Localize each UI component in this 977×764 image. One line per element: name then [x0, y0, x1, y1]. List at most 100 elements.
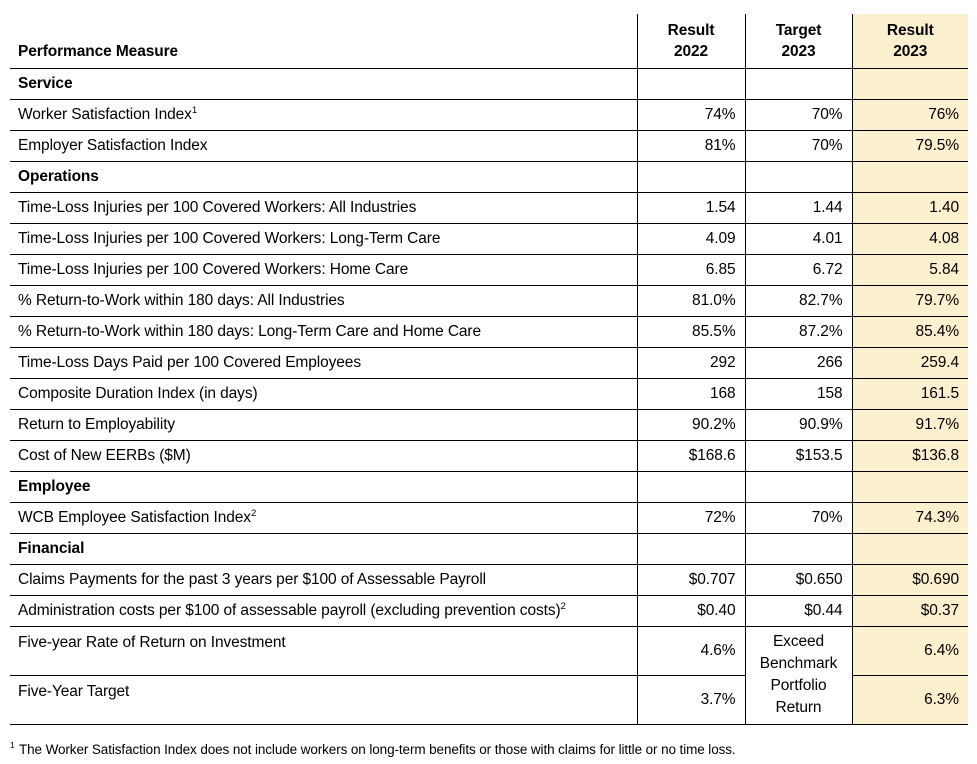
- empty-cell: [851, 161, 968, 193]
- result-2022-value: 6.85: [636, 254, 745, 286]
- table-row-return-to-employability: Return to Employability 90.2% 90.9% 91.7…: [10, 409, 968, 441]
- empty-cell: [636, 161, 745, 193]
- result-2023-value: $0.37: [851, 595, 968, 627]
- section-label: Financial: [10, 533, 637, 565]
- table-row-five-year-target: Five-Year Target 3.7% 6.3%: [10, 675, 968, 725]
- result-2022-value: $0.40: [636, 595, 745, 627]
- target-2023-value: 70%: [744, 99, 852, 131]
- measure-label: Worker Satisfaction Index1: [10, 99, 637, 131]
- footnote-1-text: The Worker Satisfaction Index does not i…: [18, 741, 736, 757]
- measure-label: Cost of New EERBs ($M): [10, 440, 637, 472]
- table-row-time-loss-days-paid: Time-Loss Days Paid per 100 Covered Empl…: [10, 347, 968, 379]
- result-2023-value: 161.5: [851, 378, 968, 410]
- result-2022-value: 72%: [636, 502, 745, 534]
- target-2023-value: 82.7%: [744, 285, 852, 317]
- footnote-marker: 2: [560, 600, 566, 612]
- target-2023-value: 158: [744, 378, 852, 410]
- result-2022-value: 90.2%: [636, 409, 745, 441]
- section-label: Service: [10, 68, 637, 100]
- column-header-result-2023: Result 2023: [851, 14, 968, 69]
- measure-label: Time-Loss Injuries per 100 Covered Worke…: [10, 192, 637, 224]
- target-2023-value: 70%: [744, 502, 852, 534]
- table-row-time-loss-injuries-all-industries: Time-Loss Injuries per 100 Covered Worke…: [10, 192, 968, 224]
- footnote-1-marker: 1: [10, 740, 15, 750]
- target-2023-value: 70%: [744, 130, 852, 162]
- measure-label: Five-Year Target: [10, 675, 637, 725]
- header-line-2: 2023: [893, 42, 928, 60]
- target-2023-value: 266: [744, 347, 852, 379]
- empty-cell: [851, 533, 968, 565]
- empty-cell: [744, 161, 852, 193]
- result-2023-value: 1.40: [851, 192, 968, 224]
- measure-label-text: Worker Satisfaction Index: [18, 105, 192, 123]
- target-2023-value: 6.72: [744, 254, 852, 286]
- section-row-service: Service: [10, 68, 968, 100]
- result-2022-value: $0.707: [636, 564, 745, 596]
- empty-cell: [744, 471, 852, 503]
- measure-label: % Return-to-Work within 180 days: Long-T…: [10, 316, 637, 348]
- table-row-return-to-work-all-industries: % Return-to-Work within 180 days: All In…: [10, 285, 968, 317]
- empty-cell: [851, 68, 968, 100]
- footnote-1: 1 The Worker Satisfaction Index does not…: [10, 741, 977, 759]
- target-2023-value: 87.2%: [744, 316, 852, 348]
- table-row-wcb-employee-satisfaction-index: WCB Employee Satisfaction Index2 72% 70%…: [10, 502, 968, 534]
- result-2022-value: 74%: [636, 99, 745, 131]
- empty-cell: [636, 68, 745, 100]
- column-header-result-2022: Result 2022: [636, 14, 745, 69]
- measure-label: Employer Satisfaction Index: [10, 130, 637, 162]
- measure-label-text: WCB Employee Satisfaction Index: [18, 508, 251, 526]
- target-2023-value: $0.650: [744, 564, 852, 596]
- result-2022-value: 4.6%: [636, 626, 745, 676]
- target-2023-value: $0.44: [744, 595, 852, 627]
- header-line-1: Result: [886, 21, 934, 39]
- section-row-financial: Financial: [10, 533, 968, 565]
- table-header-row: Performance Measure Result 2022 Target 2…: [10, 14, 968, 69]
- target-2023-value: 4.01: [744, 223, 852, 255]
- measure-label: Time-Loss Injuries per 100 Covered Worke…: [10, 223, 637, 255]
- result-2023-value: 91.7%: [851, 409, 968, 441]
- performance-measure-table: Performance Measure Result 2022 Target 2…: [10, 14, 968, 725]
- measure-label: Claims Payments for the past 3 years per…: [10, 564, 637, 596]
- table-row-administration-costs: Administration costs per $100 of assessa…: [10, 595, 968, 627]
- measure-label: % Return-to-Work within 180 days: All In…: [10, 285, 637, 317]
- result-2023-value: 74.3%: [851, 502, 968, 534]
- result-2022-value: $168.6: [636, 440, 745, 472]
- result-2022-value: 81.0%: [636, 285, 745, 317]
- table-row-claims-payments: Claims Payments for the past 3 years per…: [10, 564, 968, 596]
- result-2022-value: 1.54: [636, 192, 745, 224]
- result-2023-value: $136.8: [851, 440, 968, 472]
- result-2023-value: 6.4%: [851, 626, 968, 676]
- result-2023-value: 5.84: [851, 254, 968, 286]
- measure-label: Time-Loss Injuries per 100 Covered Worke…: [10, 254, 637, 286]
- measure-label-text: Administration costs per $100 of assessa…: [18, 601, 561, 619]
- empty-cell: [851, 471, 968, 503]
- result-2022-value: 4.09: [636, 223, 745, 255]
- result-2022-value: 292: [636, 347, 745, 379]
- table-row-employer-satisfaction-index: Employer Satisfaction Index 81% 70% 79.5…: [10, 130, 968, 162]
- result-2023-value: 6.3%: [851, 675, 968, 725]
- section-label: Employee: [10, 471, 637, 503]
- result-2023-value: 259.4: [851, 347, 968, 379]
- result-2023-value: 79.5%: [851, 130, 968, 162]
- empty-cell: [636, 471, 745, 503]
- empty-cell: [744, 533, 852, 565]
- footnote-marker: 2: [250, 507, 257, 519]
- measure-label: Five-year Rate of Return on Investment: [10, 626, 637, 676]
- column-header-performance-measure: Performance Measure: [10, 14, 637, 69]
- result-2023-value: $0.690: [851, 564, 968, 596]
- result-2023-value: 85.4%: [851, 316, 968, 348]
- table-row-time-loss-injuries-home-care: Time-Loss Injuries per 100 Covered Worke…: [10, 254, 968, 286]
- header-line-2: 2022: [673, 42, 709, 60]
- result-2022-value: 3.7%: [636, 675, 745, 725]
- result-2023-value: 79.7%: [851, 285, 968, 317]
- table-row-worker-satisfaction-index: Worker Satisfaction Index1 74% 70% 76%: [10, 99, 968, 131]
- table-row-five-year-rate-of-return: Five-year Rate of Return on Investment 4…: [10, 626, 968, 725]
- empty-cell: [636, 533, 745, 565]
- measure-label: Administration costs per $100 of assessa…: [10, 595, 637, 627]
- header-line-1: Target: [775, 21, 822, 39]
- header-line-2: 2023: [781, 42, 816, 60]
- table-row-return-to-work-ltc-home-care: % Return-to-Work within 180 days: Long-T…: [10, 316, 968, 348]
- table-row-composite-duration-index: Composite Duration Index (in days) 168 1…: [10, 378, 968, 410]
- table-row-time-loss-injuries-long-term-care: Time-Loss Injuries per 100 Covered Worke…: [10, 223, 968, 255]
